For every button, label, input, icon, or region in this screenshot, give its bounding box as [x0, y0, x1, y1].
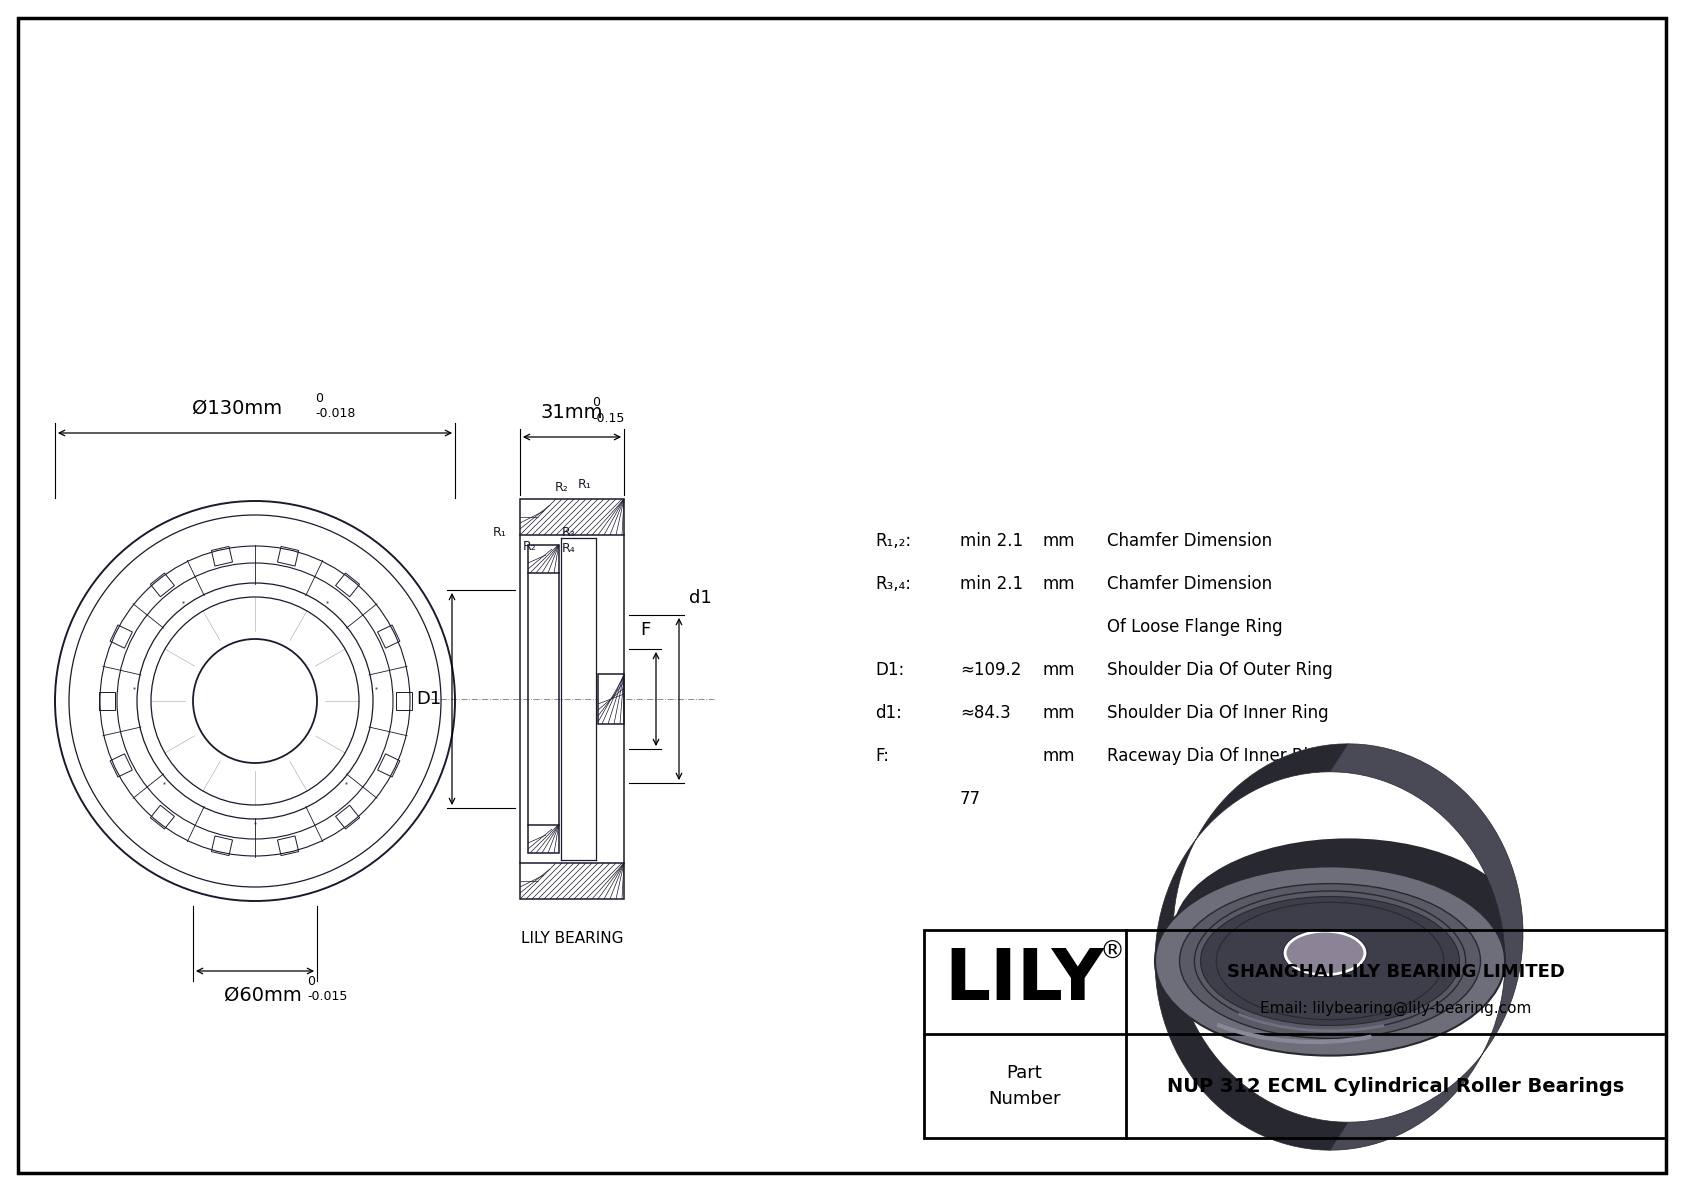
Text: 0: 0 [306, 975, 315, 989]
Bar [598, 674, 625, 724]
Polygon shape [1330, 744, 1522, 1151]
Text: mm: mm [1042, 704, 1076, 722]
Text: R₂: R₂ [554, 481, 568, 494]
Text: Ø130mm: Ø130mm [192, 399, 281, 418]
Ellipse shape [1283, 929, 1367, 977]
Bar [925, 930, 1665, 1137]
Bar [529, 825, 559, 853]
Text: mm: mm [1042, 661, 1076, 679]
Text: NUP 312 ECML Cylindrical Roller Bearings: NUP 312 ECML Cylindrical Roller Bearings [1167, 1077, 1625, 1096]
Text: min 2.1: min 2.1 [960, 532, 1024, 550]
Text: min 2.1: min 2.1 [960, 575, 1024, 593]
Text: Shoulder Dia Of Inner Ring: Shoulder Dia Of Inner Ring [1106, 704, 1329, 722]
Bar [520, 863, 625, 899]
Text: ≈109.2: ≈109.2 [960, 661, 1022, 679]
Text: R₃: R₃ [562, 526, 576, 540]
Text: 77: 77 [960, 790, 982, 807]
Text: R₂: R₂ [524, 541, 537, 554]
Text: F:: F: [876, 747, 889, 765]
Text: 31mm: 31mm [541, 403, 603, 422]
Text: F: F [640, 621, 652, 640]
Text: Chamfer Dimension: Chamfer Dimension [1106, 532, 1271, 550]
Text: R₃,₄:: R₃,₄: [876, 575, 911, 593]
Text: Shoulder Dia Of Outer Ring: Shoulder Dia Of Outer Ring [1106, 661, 1332, 679]
Text: LILY: LILY [945, 946, 1105, 1015]
Text: 0: 0 [315, 392, 323, 405]
Ellipse shape [1155, 866, 1505, 1055]
Text: Email: lilybearing@lily-bearing.com: Email: lilybearing@lily-bearing.com [1260, 1000, 1532, 1016]
Text: -0.015: -0.015 [306, 990, 347, 1003]
Text: Chamfer Dimension: Chamfer Dimension [1106, 575, 1271, 593]
Text: ®: ® [1100, 940, 1125, 964]
Text: Ø60mm: Ø60mm [224, 986, 301, 1005]
Text: D1:: D1: [876, 661, 904, 679]
Ellipse shape [1179, 884, 1480, 1039]
Text: SHANGHAI LILY BEARING LIMITED: SHANGHAI LILY BEARING LIMITED [1228, 964, 1564, 981]
Text: ≈84.3: ≈84.3 [960, 704, 1010, 722]
Bar [520, 499, 625, 535]
Text: R₁: R₁ [578, 478, 591, 491]
Text: R₄: R₄ [562, 542, 576, 555]
Text: Part
Number: Part Number [989, 1065, 1061, 1108]
Ellipse shape [1174, 838, 1522, 1028]
Text: R₁,₂:: R₁,₂: [876, 532, 911, 550]
Text: mm: mm [1042, 575, 1076, 593]
Text: -0.018: -0.018 [315, 407, 355, 420]
Text: 0: 0 [593, 395, 600, 409]
Text: d1:: d1: [876, 704, 903, 722]
Polygon shape [1155, 744, 1347, 1151]
Text: D1: D1 [416, 690, 441, 707]
Text: mm: mm [1042, 747, 1076, 765]
Text: d1: d1 [689, 590, 712, 607]
Text: mm: mm [1042, 532, 1076, 550]
Text: Raceway Dia Of Inner Ring: Raceway Dia Of Inner Ring [1106, 747, 1329, 765]
Ellipse shape [1287, 933, 1364, 973]
Bar [529, 545, 559, 573]
Text: Of Loose Flange Ring: Of Loose Flange Ring [1106, 618, 1283, 636]
Text: -0.15: -0.15 [593, 412, 625, 425]
Ellipse shape [1201, 897, 1460, 1025]
Text: R₁: R₁ [492, 526, 505, 540]
Text: LILY BEARING: LILY BEARING [520, 931, 623, 946]
